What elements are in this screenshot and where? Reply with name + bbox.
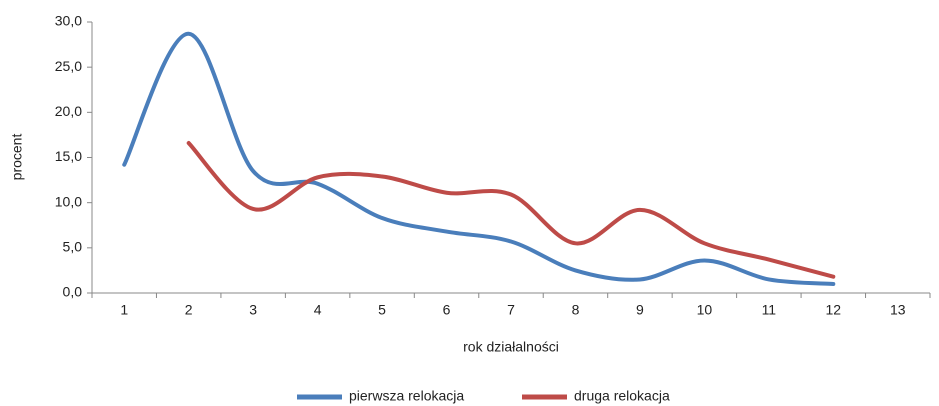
x-tick-label: 12 bbox=[826, 302, 842, 318]
x-axis-label: rok działalności bbox=[463, 339, 559, 355]
x-tick-label: 4 bbox=[314, 302, 322, 318]
y-axis-label: procent bbox=[9, 134, 25, 181]
y-tick-label: 0,0 bbox=[63, 284, 83, 300]
series-line bbox=[122, 31, 836, 286]
y-tick-label: 30,0 bbox=[55, 13, 82, 29]
y-tick-label: 15,0 bbox=[55, 148, 82, 164]
y-tick-label: 10,0 bbox=[55, 193, 82, 209]
x-tick-label: 2 bbox=[185, 302, 193, 318]
x-tick-label: 3 bbox=[249, 302, 257, 318]
x-tick-label: 11 bbox=[762, 302, 777, 318]
y-tick-label: 20,0 bbox=[55, 103, 82, 119]
legend-label: druga relokacja bbox=[574, 388, 670, 404]
y-tick-label: 25,0 bbox=[55, 58, 82, 74]
x-tick-label: 9 bbox=[636, 302, 644, 318]
x-tick-label: 6 bbox=[443, 302, 451, 318]
x-tick-label: 1 bbox=[120, 302, 128, 318]
x-tick-label: 10 bbox=[697, 302, 713, 318]
x-tick-label: 8 bbox=[572, 302, 580, 318]
series-line bbox=[186, 141, 836, 279]
legend-label: pierwsza relokacja bbox=[349, 388, 464, 404]
y-tick-label: 5,0 bbox=[63, 239, 83, 255]
x-tick-label: 7 bbox=[507, 302, 515, 318]
x-tick-label: 13 bbox=[890, 302, 906, 318]
x-tick-label: 5 bbox=[378, 302, 386, 318]
